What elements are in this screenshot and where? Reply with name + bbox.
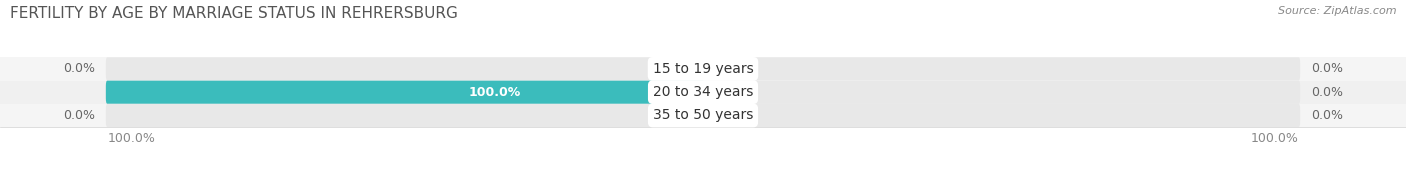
Text: 0.0%: 0.0% [63, 109, 96, 122]
Text: 0.0%: 0.0% [1310, 62, 1343, 75]
Text: FERTILITY BY AGE BY MARRIAGE STATUS IN REHRERSBURG: FERTILITY BY AGE BY MARRIAGE STATUS IN R… [10, 6, 458, 21]
Text: 0.0%: 0.0% [1310, 109, 1343, 122]
FancyBboxPatch shape [105, 81, 704, 104]
Text: 100.0%: 100.0% [1251, 132, 1299, 145]
FancyBboxPatch shape [105, 104, 1301, 127]
FancyBboxPatch shape [105, 57, 1301, 80]
FancyBboxPatch shape [105, 81, 1301, 104]
Text: 35 to 50 years: 35 to 50 years [652, 108, 754, 122]
Text: 15 to 19 years: 15 to 19 years [652, 62, 754, 76]
Text: 0.0%: 0.0% [63, 62, 96, 75]
Bar [0, 104, 1406, 127]
Text: Source: ZipAtlas.com: Source: ZipAtlas.com [1278, 6, 1396, 16]
Text: 100.0%: 100.0% [468, 86, 520, 99]
Text: 20 to 34 years: 20 to 34 years [652, 85, 754, 99]
Bar [0, 81, 1406, 104]
Text: 100.0%: 100.0% [107, 132, 155, 145]
Text: 0.0%: 0.0% [1310, 86, 1343, 99]
Bar [0, 57, 1406, 81]
